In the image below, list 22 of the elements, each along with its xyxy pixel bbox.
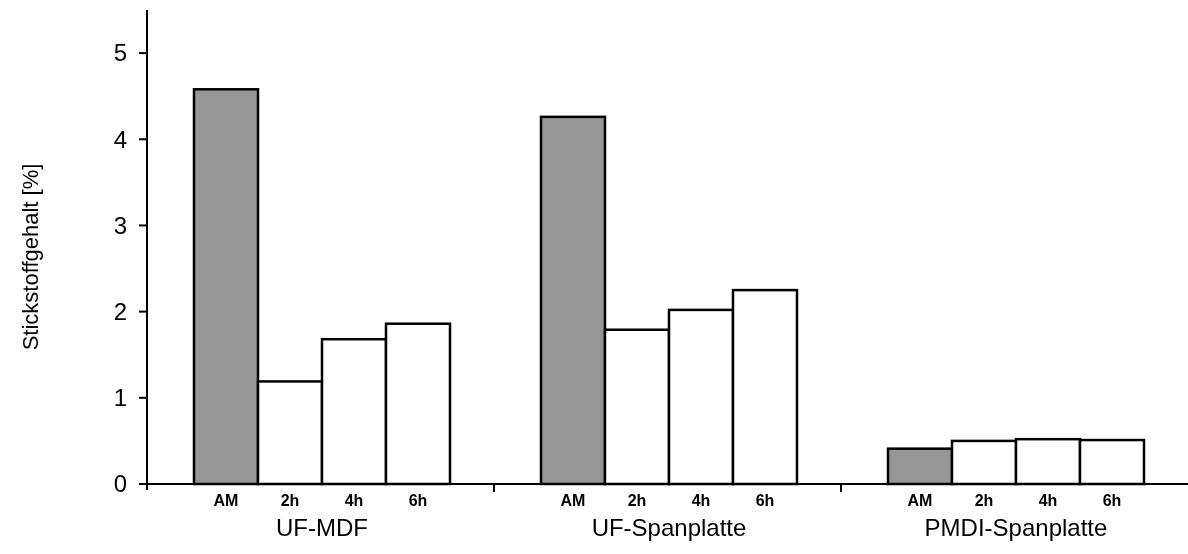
x-tick-label: UF-Spanplatte xyxy=(591,514,747,541)
series-label: 6h xyxy=(408,492,428,509)
text: 4h xyxy=(1038,492,1058,509)
y-tick-label: 0 xyxy=(113,470,127,498)
text: 2h xyxy=(627,492,647,509)
series-label: 4h xyxy=(344,492,364,509)
text: 4h xyxy=(691,492,711,509)
y-tick-label: 5 xyxy=(113,39,127,67)
text: 6h xyxy=(1102,492,1122,509)
y-tick-label: 4 xyxy=(113,125,127,153)
y-axis-title: Stickstoffgehalt [%] xyxy=(18,163,43,351)
text: AM xyxy=(560,492,586,509)
series-label: AM xyxy=(213,492,239,509)
series-label: 2h xyxy=(280,492,300,509)
text: 2h xyxy=(974,492,994,509)
text: AM xyxy=(907,492,933,509)
text: 6h xyxy=(755,492,775,509)
y-tick-label: 3 xyxy=(113,211,127,239)
y-tick-label: 1 xyxy=(113,384,127,412)
x-tick-label: PMDI-Spanplatte xyxy=(924,514,1108,541)
x-tick-label: UF-MDF xyxy=(276,514,368,541)
y-tick-label: 2 xyxy=(113,298,127,326)
